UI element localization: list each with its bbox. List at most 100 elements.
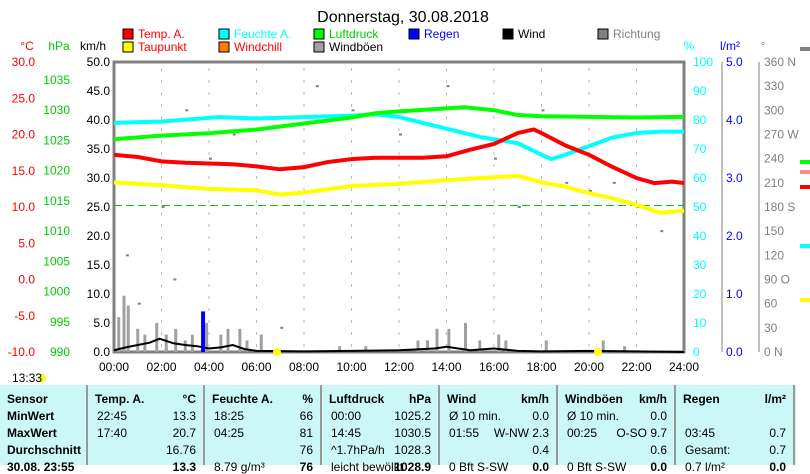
legend-label: Temp. A.	[138, 27, 185, 41]
pct-tick: 10	[693, 316, 707, 330]
dir-tick: 120	[764, 248, 784, 262]
legend-swatch	[408, 28, 420, 40]
direction-point	[209, 157, 212, 160]
hpa-tick: 1005	[43, 254, 70, 268]
weather-chart: Donnerstag, 30.08.2018 Temp. A. Feuchte A…	[8, 9, 810, 374]
table-header-unit: km/h	[520, 392, 549, 406]
table-header: Temp. A.	[95, 392, 145, 406]
table-header: Windböen	[565, 392, 623, 406]
direction-point	[125, 254, 129, 257]
kmh-tick: 10.0	[87, 287, 111, 301]
table-header-unit: %	[302, 392, 313, 406]
x-tick: 14:00	[431, 360, 461, 374]
pct-tick: 60	[693, 171, 707, 185]
cell-value: 66	[299, 409, 313, 423]
cell-value: 0.0	[650, 460, 667, 474]
table-header: Sensor	[7, 392, 48, 406]
hpa-tick: 1000	[43, 285, 70, 299]
hpa-tick: 1010	[43, 224, 70, 238]
axis-unit: hPa	[48, 39, 70, 53]
cell-value: W-NW 2.3	[493, 426, 549, 440]
hpa-tick: 1035	[43, 73, 70, 87]
hpa-tick: 990	[50, 345, 70, 359]
legend-swatch	[122, 28, 134, 40]
cell-value: 0.4	[532, 443, 549, 457]
direction-point	[280, 326, 284, 329]
side-marker	[800, 47, 810, 51]
hpa-tick: 1020	[43, 164, 70, 178]
cell-value: 76	[299, 460, 313, 474]
taupunkt-line	[113, 173, 685, 215]
rain-tick: 4.0	[726, 113, 743, 127]
x-tick: 24:00	[669, 360, 699, 374]
table-header: Wind	[447, 392, 477, 406]
cell-text: Ø 10 min.	[567, 409, 620, 423]
temp-a--line	[113, 127, 685, 186]
rain-tick: 5.0	[726, 55, 743, 69]
kmh-tick: 30.0	[87, 171, 111, 185]
table-header-unit: km/h	[638, 392, 667, 406]
table-header: Regen	[683, 392, 720, 406]
dir-tick: 0 N	[764, 345, 783, 359]
temp-tick: 30.0	[12, 55, 36, 69]
cell-value: 0.0	[532, 409, 549, 423]
cell-value: 1030.5	[394, 426, 431, 440]
x-tick: 02:00	[146, 360, 176, 374]
luftdruck-line	[113, 105, 685, 142]
temp-tick: 0.0	[18, 273, 35, 287]
direction-point	[589, 189, 592, 192]
x-tick: 16:00	[479, 360, 509, 374]
axis-unit: %	[684, 39, 695, 53]
cell-value: 13.3	[172, 460, 196, 474]
pct-tick: 90	[693, 84, 707, 98]
cell-text: 17:40	[97, 426, 128, 440]
table-header-unit: hPa	[408, 392, 431, 406]
legend-label: Richtung	[613, 27, 660, 41]
rain-tick: 0.0	[726, 345, 743, 359]
plot-frame	[112, 60, 686, 354]
cell-value: 0.7	[769, 443, 786, 457]
cell-value: 1025.2	[394, 409, 431, 423]
table-header: Feuchte A.	[212, 392, 273, 406]
cell-text: Gesamt:	[685, 443, 731, 457]
column-divider	[793, 385, 795, 465]
x-tick: 04:00	[194, 360, 224, 374]
dir-tick: 300	[764, 103, 784, 117]
temp-tick: 15.0	[12, 164, 36, 178]
dir-tick: 240	[764, 152, 784, 166]
column-divider	[556, 385, 558, 465]
direction-point	[399, 133, 402, 136]
hpa-tick: 1030	[43, 103, 70, 117]
direction-point	[185, 109, 189, 112]
direction-point	[541, 109, 545, 112]
x-tick: 18:00	[526, 360, 556, 374]
sunrise-time: 13:33	[12, 371, 43, 385]
cell-value: 20.7	[172, 426, 196, 440]
temp-tick: 25.0	[12, 91, 36, 105]
row-label: MinWert	[7, 409, 55, 423]
legend-label: Luftdruck	[329, 27, 379, 41]
x-tick: 00:00	[99, 360, 129, 374]
pct-tick: 80	[693, 113, 707, 127]
cell-value: 16.76	[165, 443, 196, 457]
cell-value: 1028.9	[394, 460, 431, 474]
side-marker	[800, 298, 810, 302]
cell-value: 81	[299, 426, 313, 440]
cell-value: 1028.3	[394, 443, 431, 457]
axis-unit: l/m²	[720, 39, 740, 53]
dir-tick: 90 O	[764, 273, 790, 287]
direction-point	[351, 109, 355, 112]
hpa-tick: 995	[50, 315, 70, 329]
direction-point	[161, 206, 165, 208]
dir-tick: 150	[764, 224, 784, 238]
legend-label: Taupunkt	[138, 40, 187, 54]
rain-tick: 1.0	[726, 287, 743, 301]
pct-tick: 40	[693, 229, 707, 243]
legend-swatch	[313, 41, 325, 53]
rain-tick: 3.0	[726, 171, 743, 185]
side-marker	[800, 185, 810, 189]
row-label: MaxWert	[7, 426, 57, 440]
kmh-tick: 5.0	[93, 316, 110, 330]
legend-swatch	[218, 28, 230, 40]
column-divider	[438, 385, 440, 465]
